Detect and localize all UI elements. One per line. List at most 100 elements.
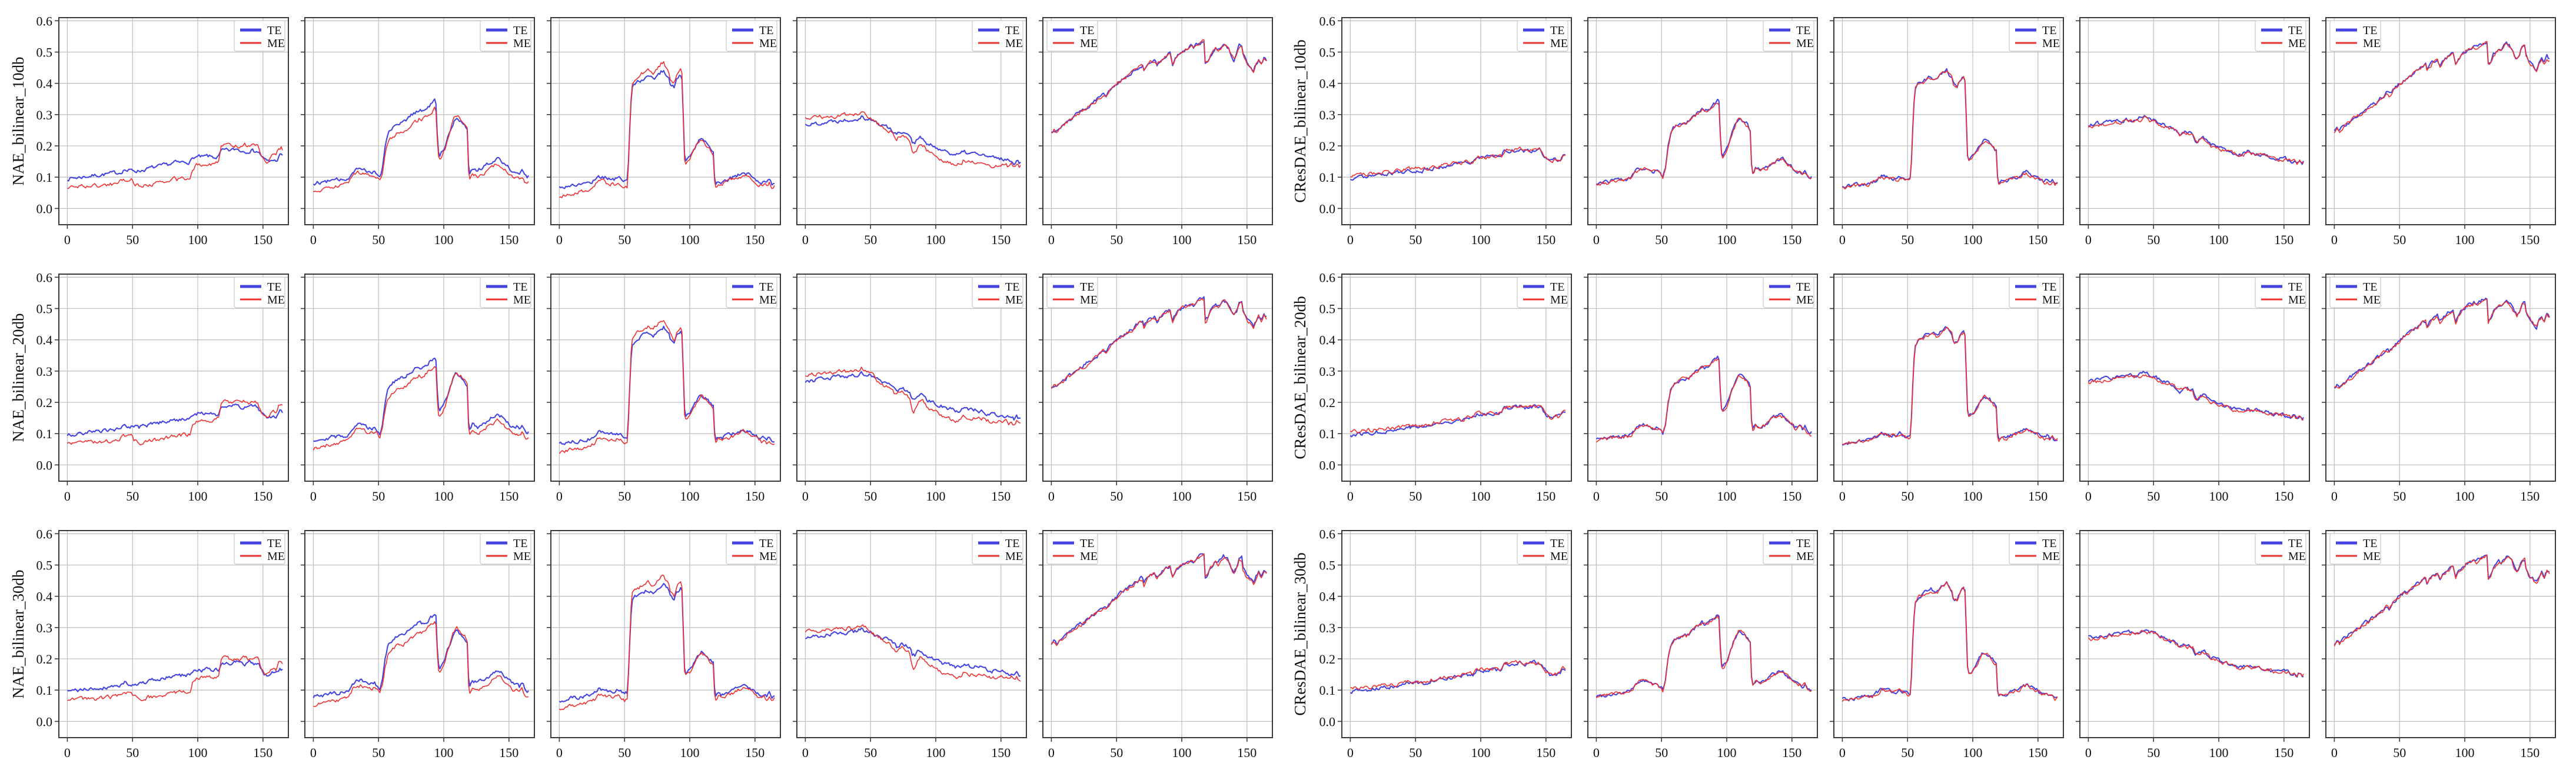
legend-te-label: TE <box>2288 24 2302 37</box>
me-line <box>805 366 1021 426</box>
legend-te-label: TE <box>2363 281 2377 294</box>
legend-te-label: TE <box>2042 537 2056 550</box>
me-line <box>559 574 775 711</box>
x-tick-label: 50 <box>864 489 877 504</box>
me-line <box>1842 70 2058 190</box>
plot-frame <box>1341 274 1572 482</box>
y-tick-label: 0.6 <box>36 526 53 541</box>
x-tick-label: 100 <box>1717 745 1737 760</box>
y-axis-title: CResDAE_bilinear_20db <box>1291 296 1309 459</box>
plot-frame <box>2325 274 2556 482</box>
x-tick-label: 50 <box>864 232 877 247</box>
te-line <box>559 69 775 189</box>
x-tick-label: 0 <box>1593 745 1600 760</box>
x-tick-label: 100 <box>1471 745 1491 760</box>
x-tick-label: 100 <box>2455 745 2475 760</box>
plot-frame <box>1833 274 2064 482</box>
x-tick-label: 150 <box>1782 489 1801 504</box>
x-tick-label: 150 <box>2274 232 2294 247</box>
y-tick-label: 0.4 <box>36 76 53 91</box>
x-tick-label: 50 <box>126 489 139 504</box>
x-tick-label: 0 <box>556 745 563 760</box>
legend-me-label: ME <box>2288 294 2306 306</box>
x-tick-label: 0 <box>2331 232 2338 247</box>
y-tick-label: 0.3 <box>1319 621 1336 635</box>
x-tick-label: 0 <box>310 489 317 504</box>
y-tick-label: 0.5 <box>1319 302 1336 316</box>
x-tick-label: 150 <box>991 745 1011 760</box>
legend-te-label: TE <box>1080 281 1094 294</box>
plot-frame <box>2325 17 2556 225</box>
me-line <box>2334 298 2550 389</box>
me-line <box>2088 374 2304 421</box>
x-tick-label: 150 <box>499 232 518 247</box>
y-tick-label: 0.5 <box>36 45 53 60</box>
te-line <box>559 325 775 445</box>
x-tick-label: 100 <box>1172 745 1192 760</box>
legend-te-label: TE <box>1550 281 1564 294</box>
y-axis-title: NAE_bilinear_30db <box>9 570 27 699</box>
legend-te-label: TE <box>1005 24 1019 37</box>
y-tick-label: 0.6 <box>1319 270 1336 285</box>
te-line <box>805 115 1021 166</box>
plot-frame <box>1587 274 1818 482</box>
plot-frame <box>2079 17 2310 225</box>
me-line <box>1596 615 1812 698</box>
x-tick-label: 100 <box>926 745 946 760</box>
y-tick-label: 0.3 <box>36 108 53 122</box>
x-tick-label: 150 <box>745 232 765 247</box>
x-tick-label: 100 <box>1471 232 1491 247</box>
plot-frame <box>1587 17 1818 225</box>
legend-me-label: ME <box>1080 550 1098 563</box>
x-tick-label: 0 <box>64 745 71 760</box>
legend-me-label: ME <box>513 294 531 306</box>
te-line <box>313 614 529 698</box>
x-tick-label: 100 <box>680 232 700 247</box>
legend-te-label: TE <box>513 537 527 550</box>
te-line <box>559 583 775 703</box>
te-line <box>1842 326 2058 446</box>
legend-te-label: TE <box>1080 537 1094 550</box>
x-tick-label: 100 <box>434 232 454 247</box>
x-tick-label: 150 <box>2520 745 2540 760</box>
me-line <box>313 106 529 193</box>
legend-te-label: TE <box>1080 24 1094 37</box>
x-tick-label: 0 <box>2085 232 2092 247</box>
x-tick-label: 50 <box>618 489 631 504</box>
plot-frame <box>550 274 781 482</box>
me-line <box>1051 39 1267 134</box>
x-tick-label: 0 <box>1347 232 1354 247</box>
legend-me-label: ME <box>1550 294 1568 306</box>
y-tick-label: 0.1 <box>1319 426 1336 441</box>
x-tick-label: 0 <box>1593 489 1600 504</box>
legend-me-label: ME <box>267 37 285 50</box>
y-tick-label: 0.5 <box>36 302 53 316</box>
x-tick-label: 150 <box>1536 232 1555 247</box>
me-line <box>1350 146 1566 178</box>
y-tick-label: 0.4 <box>1319 76 1336 91</box>
legend-te-label: TE <box>267 281 281 294</box>
me-line <box>1842 581 2058 702</box>
y-tick-label: 0.3 <box>36 364 53 379</box>
x-tick-label: 0 <box>1839 745 1846 760</box>
